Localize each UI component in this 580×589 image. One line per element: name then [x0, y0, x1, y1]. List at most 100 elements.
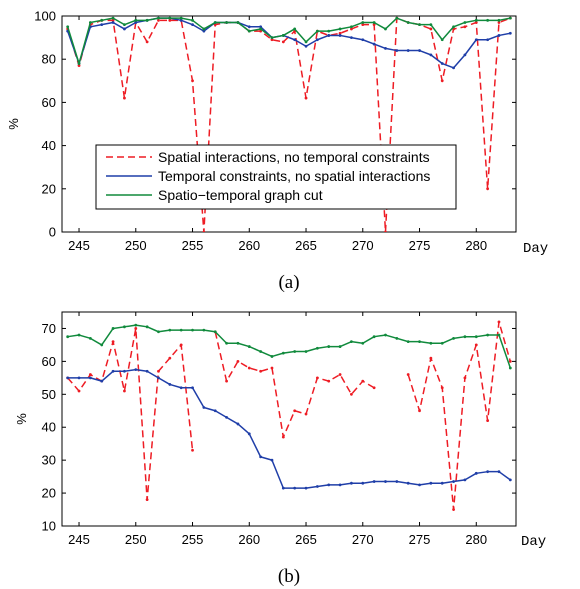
- chart-b-point-temporal: [463, 478, 467, 482]
- chart-b-point-graphcut: [372, 335, 376, 339]
- chart-b-point-graphcut: [281, 351, 285, 355]
- chart-a-point-temporal: [440, 62, 444, 65]
- chart-b-point-temporal: [202, 406, 206, 409]
- chart-b-xlabel: Day: [521, 534, 546, 550]
- chart-a-point-temporal: [191, 23, 194, 27]
- chart-a-point-spatial: [372, 23, 376, 27]
- chart-a-line-graphcut: [66, 17, 511, 65]
- chart-a-point-graphcut: [440, 38, 444, 42]
- chart-a-point-temporal: [372, 42, 376, 46]
- chart-b-point-spatial: [350, 392, 353, 396]
- chart-a-point-graphcut: [293, 27, 297, 31]
- chart-a-series-graphcut: [66, 16, 512, 65]
- chart-b-series-graphcut: [66, 323, 512, 370]
- chart-b-point-temporal: [315, 485, 319, 488]
- chart-b-point-spatial: [508, 359, 512, 363]
- chart-a-point-spatial: [486, 187, 490, 191]
- chart-b-point-graphcut: [100, 343, 104, 347]
- chart-a-point-spatial: [474, 21, 478, 24]
- legend-label-spatial: Spatial interactions, no temporal constr…: [158, 149, 430, 165]
- chart-b-xtick-label: 245: [68, 532, 90, 547]
- chart-a-point-temporal: [111, 21, 115, 24]
- chart-a-point-graphcut: [350, 25, 353, 29]
- chart-b-ytick-label: 40: [42, 420, 56, 435]
- chart-b-point-spatial: [497, 320, 501, 324]
- chart-a-point-graphcut: [418, 23, 421, 27]
- chart-b-point-graphcut: [111, 327, 115, 330]
- chart-a-caption: (a): [278, 272, 299, 293]
- chart-a-line-spatial: [66, 17, 511, 232]
- chart-b-point-temporal: [350, 481, 353, 485]
- chart-a-xtick-label: 255: [182, 238, 204, 253]
- chart-b-point-temporal: [168, 383, 172, 386]
- chart-b-point-graphcut: [440, 341, 444, 345]
- chart-a-point-spatial: [111, 18, 115, 22]
- chart-b-point-graphcut: [66, 335, 70, 339]
- chart-b-point-spatial: [281, 435, 285, 439]
- chart-b-point-temporal: [304, 486, 308, 490]
- chart-a-point-graphcut: [406, 21, 410, 24]
- chart-b-point-graphcut: [259, 350, 263, 353]
- chart-a-point-graphcut: [474, 18, 478, 22]
- chart-a-point-temporal: [350, 36, 353, 39]
- chart-b-point-graphcut: [157, 330, 160, 334]
- chart-a-point-temporal: [327, 34, 331, 37]
- chart-a-point-temporal: [179, 18, 183, 22]
- chart-a-point-temporal: [474, 38, 478, 42]
- chart-a-point-graphcut: [191, 18, 194, 22]
- chart-b-point-spatial: [111, 340, 115, 344]
- chart-b-point-graphcut: [350, 340, 353, 344]
- chart-a-point-graphcut: [463, 21, 467, 24]
- chart-a-point-graphcut: [327, 29, 331, 33]
- chart-b-xtick-label: 260: [238, 532, 260, 547]
- chart-a-point-temporal: [247, 25, 251, 29]
- chart-b-point-spatial: [270, 366, 274, 370]
- chart-a-xtick-label: 245: [68, 238, 90, 253]
- chart-a-point-graphcut: [338, 27, 342, 31]
- chart-b-point-graphcut: [179, 328, 183, 332]
- chart-b-point-temporal: [100, 379, 104, 383]
- chart-a-point-graphcut: [486, 18, 490, 22]
- chart-b-ytick-label: 20: [42, 486, 56, 501]
- chart-a-point-temporal: [395, 49, 399, 52]
- chart-b-point-graphcut: [315, 346, 319, 350]
- chart-b-point-spatial: [134, 327, 138, 330]
- chart-a-point-graphcut: [281, 34, 285, 37]
- chart-a-point-graphcut: [497, 18, 501, 22]
- chart-b-point-spatial: [338, 373, 342, 376]
- chart-b-point-spatial: [259, 369, 263, 373]
- chart-a-xtick-label: 270: [352, 238, 374, 253]
- chart-a-point-graphcut: [384, 27, 387, 31]
- chart-a-point-graphcut: [225, 21, 228, 24]
- chart-b-point-temporal: [270, 458, 274, 462]
- chart-b-point-temporal: [213, 409, 217, 413]
- chart-b-point-spatial: [463, 376, 467, 380]
- chart-a-point-graphcut: [270, 36, 274, 39]
- chart-b-point-spatial: [440, 386, 444, 390]
- chart-a-point-spatial: [202, 230, 206, 232]
- chart-b-point-graphcut: [191, 328, 194, 332]
- chart-a-ytick-label: 60: [42, 95, 56, 110]
- chart-a-xtick-label: 250: [125, 238, 147, 253]
- chart-a-point-temporal: [134, 21, 138, 24]
- chart-b-ytick-label: 70: [42, 321, 56, 336]
- chart-b-series-temporal: [66, 368, 512, 490]
- chart-a-ytick-label: 80: [42, 52, 56, 67]
- chart-a-series: [66, 16, 512, 232]
- chart-a-point-spatial: [350, 27, 353, 31]
- chart-a-point-spatial: [463, 25, 467, 29]
- chart-b-point-temporal: [372, 480, 376, 483]
- chart-a-point-graphcut: [247, 29, 251, 33]
- chart-b-point-graphcut: [168, 328, 172, 332]
- chart-b-xtick-label: 255: [182, 532, 204, 547]
- chart-b-point-temporal: [123, 369, 126, 373]
- chart-b-ylabel: %: [14, 413, 29, 425]
- chart-b-ytick-label: 30: [42, 453, 56, 468]
- chart-a-point-graphcut: [179, 16, 183, 20]
- chart-b-point-temporal: [429, 481, 433, 485]
- chart-a-point-graphcut: [157, 16, 160, 20]
- chart-b-point-graphcut: [486, 333, 490, 337]
- chart-b-point-spatial: [123, 389, 126, 393]
- chart-a-point-temporal: [452, 66, 455, 70]
- chart-a-point-spatial: [270, 38, 274, 42]
